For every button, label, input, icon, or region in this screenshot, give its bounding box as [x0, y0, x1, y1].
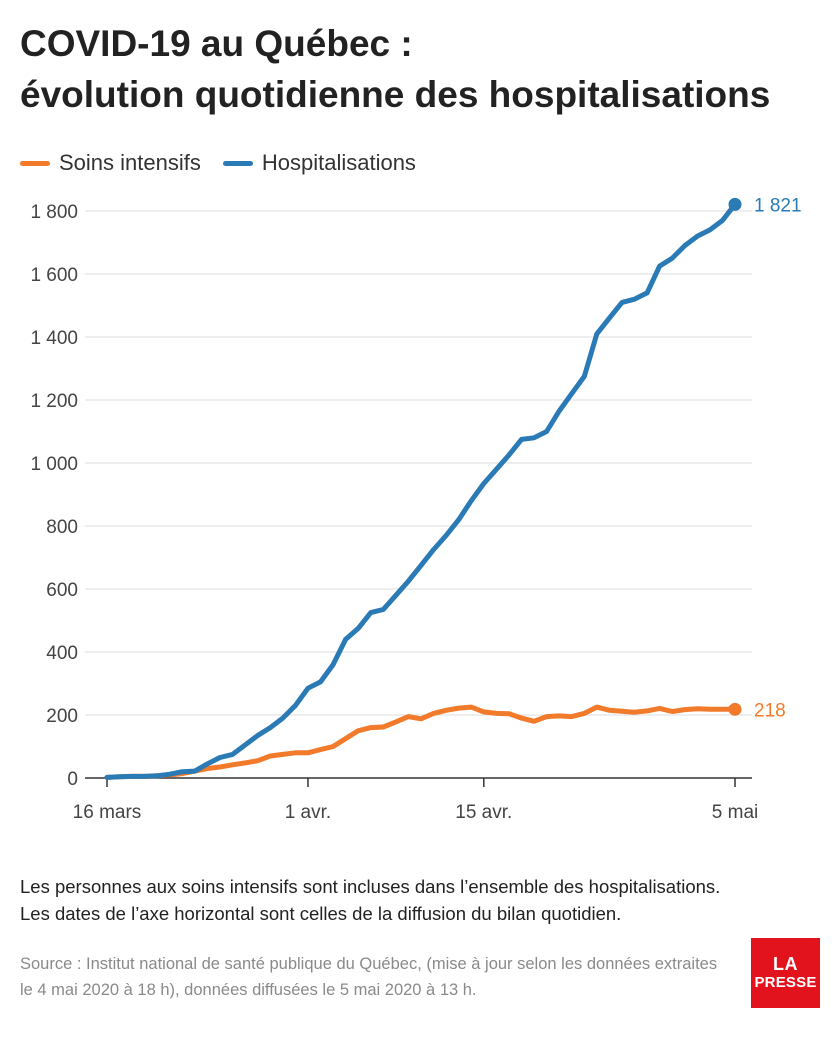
end-point-hospitalisations [728, 197, 742, 211]
logo-text-line1: LA [773, 954, 798, 974]
legend-label-hospitalisations: Hospitalisations [261, 150, 416, 175]
end-point-soins-intensifs [728, 702, 742, 716]
legend: Soins intensifs Hospitalisations [20, 146, 438, 180]
y-tick-label-1800: 1 800 [30, 202, 78, 223]
gridlines [85, 210, 752, 716]
y-tick-label-1200: 1 200 [30, 391, 78, 412]
legend-item-soins-intensifs: Soins intensifs [20, 150, 201, 176]
y-tick-label-0: 0 [67, 769, 78, 790]
note-line-2: Les dates de l’axe horizontal sont celle… [20, 903, 622, 924]
data-labels: 218 1 821 [754, 195, 802, 721]
legend-item-hospitalisations: Hospitalisations [222, 150, 416, 176]
y-tick-label-1400: 1 400 [30, 328, 78, 349]
chart-title-line2: évolution quotidienne des hospitalisatio… [20, 74, 771, 115]
legend-swatch-hospitalisations [222, 160, 253, 166]
legend-swatch-soins-intensifs [20, 160, 50, 166]
x-tick-label-3: 5 mai [712, 802, 758, 823]
x-tick-label-1: 1 avr. [285, 802, 331, 823]
logo-text-line2: PRESSE [754, 974, 817, 991]
series-line-hospitalisations [104, 201, 738, 780]
notes: Les personnes aux soins intensifs sont i… [20, 873, 820, 927]
y-tick-label-1600: 1 600 [30, 265, 78, 286]
x-tick-label-2: 15 avr. [455, 802, 512, 823]
chart-title-line1: COVID-19 au Québec : [20, 23, 413, 64]
x-tick-label-0: 16 mars [73, 802, 142, 823]
note-line-1: Les personnes aux soins intensifs sont i… [20, 876, 721, 897]
legend-label-soins-intensifs: Soins intensifs [59, 150, 201, 175]
y-tick-label-1000: 1 000 [30, 454, 78, 475]
y-tick-label-800: 800 [46, 517, 78, 538]
y-tick-label-600: 600 [46, 580, 78, 601]
end-label-hospitalisations: 1 821 [754, 195, 802, 216]
end-label-soins-intensifs: 218 [754, 700, 786, 721]
la-presse-logo: LA PRESSE [751, 938, 820, 1008]
series-lines [104, 197, 742, 780]
series-line-soins-intensifs [104, 704, 738, 780]
line-chart: 0 200 400 600 800 1 000 1 200 1 400 1 600 1 800 16… [30, 195, 802, 823]
axes: 0 200 400 600 800 1 000 1 200 1 400 1 600 1 800 16… [30, 202, 758, 823]
source-text: Source : Institut national de santé publ… [20, 955, 718, 999]
y-tick-label-200: 200 [46, 706, 78, 727]
y-tick-label-400: 400 [46, 643, 78, 664]
chart-title: COVID-19 au Québec : évolution quotidien… [20, 18, 820, 120]
